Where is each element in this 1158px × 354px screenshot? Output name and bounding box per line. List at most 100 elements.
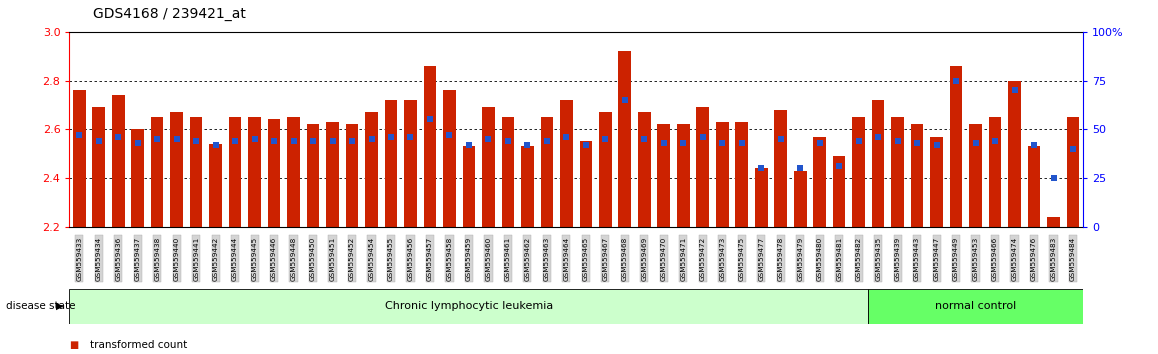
Bar — [69, 289, 868, 324]
Text: GSM559470: GSM559470 — [661, 236, 667, 280]
Bar — [346, 124, 358, 227]
Text: GSM559449: GSM559449 — [953, 236, 959, 280]
Text: transformed count: transformed count — [90, 340, 188, 350]
Bar — [327, 122, 339, 227]
Bar — [190, 117, 203, 227]
Bar — [1047, 217, 1060, 227]
Text: GSM559454: GSM559454 — [368, 236, 374, 280]
Bar — [930, 137, 943, 227]
Text: GSM559465: GSM559465 — [582, 236, 589, 280]
Bar — [852, 117, 865, 227]
Bar — [384, 100, 397, 227]
Text: GSM559441: GSM559441 — [193, 236, 199, 280]
Text: Chronic lymphocytic leukemia: Chronic lymphocytic leukemia — [384, 301, 554, 311]
Bar — [112, 95, 125, 227]
Bar — [868, 289, 1083, 324]
Text: GSM559439: GSM559439 — [895, 236, 901, 280]
Bar — [677, 124, 690, 227]
Bar — [579, 141, 592, 227]
Bar — [307, 124, 320, 227]
Text: GSM559458: GSM559458 — [447, 236, 453, 280]
Text: GSM559461: GSM559461 — [505, 236, 511, 280]
Bar — [989, 117, 1002, 227]
Text: GSM559464: GSM559464 — [563, 236, 570, 280]
Bar — [892, 117, 904, 227]
Bar — [501, 117, 514, 227]
Bar — [794, 171, 806, 227]
Bar — [560, 100, 573, 227]
Bar — [911, 124, 923, 227]
Text: GSM559436: GSM559436 — [115, 236, 122, 280]
Bar — [638, 112, 651, 227]
Bar — [93, 107, 105, 227]
Text: GSM559443: GSM559443 — [914, 236, 921, 280]
Text: GSM559481: GSM559481 — [836, 236, 842, 280]
Bar — [404, 100, 417, 227]
Text: GSM559463: GSM559463 — [544, 236, 550, 280]
Text: GSM559482: GSM559482 — [856, 236, 862, 280]
Bar — [696, 107, 709, 227]
Bar — [599, 112, 611, 227]
Bar — [833, 156, 845, 227]
Bar — [1067, 117, 1079, 227]
Bar — [541, 117, 554, 227]
Bar — [1027, 146, 1040, 227]
Text: GSM559433: GSM559433 — [76, 236, 82, 280]
Text: GSM559467: GSM559467 — [602, 236, 608, 280]
Bar — [735, 122, 748, 227]
Bar — [424, 66, 437, 227]
Bar — [229, 117, 241, 227]
Text: GSM559451: GSM559451 — [330, 236, 336, 280]
Text: GSM559476: GSM559476 — [1031, 236, 1038, 280]
Text: normal control: normal control — [935, 301, 1017, 311]
Text: GSM559452: GSM559452 — [349, 236, 356, 280]
Text: GSM559434: GSM559434 — [96, 236, 102, 280]
Bar — [444, 90, 456, 227]
Text: GSM559479: GSM559479 — [797, 236, 804, 280]
Text: GSM559438: GSM559438 — [154, 236, 160, 280]
Text: GSM559472: GSM559472 — [699, 236, 705, 280]
Text: GSM559477: GSM559477 — [758, 236, 764, 280]
Text: disease state: disease state — [6, 301, 75, 311]
Text: ▶: ▶ — [56, 301, 63, 311]
Text: GSM559444: GSM559444 — [232, 236, 239, 280]
Bar — [716, 122, 728, 227]
Bar — [521, 146, 534, 227]
Text: GSM559437: GSM559437 — [134, 236, 140, 280]
Bar — [618, 51, 631, 227]
Text: GSM559466: GSM559466 — [992, 236, 998, 280]
Bar — [775, 110, 787, 227]
Bar — [131, 129, 144, 227]
Bar — [267, 120, 280, 227]
Text: GSM559462: GSM559462 — [525, 236, 530, 280]
Text: GSM559459: GSM559459 — [466, 236, 472, 280]
Bar — [73, 90, 86, 227]
Bar — [755, 168, 768, 227]
Text: ■: ■ — [69, 340, 79, 350]
Bar — [969, 124, 982, 227]
Text: GSM559447: GSM559447 — [933, 236, 939, 280]
Text: GSM559446: GSM559446 — [271, 236, 277, 280]
Text: GSM559442: GSM559442 — [213, 236, 219, 280]
Text: GSM559474: GSM559474 — [1012, 236, 1018, 280]
Text: GSM559435: GSM559435 — [875, 236, 881, 280]
Text: GSM559460: GSM559460 — [485, 236, 491, 280]
Text: GSM559445: GSM559445 — [251, 236, 257, 280]
Text: GSM559469: GSM559469 — [642, 236, 647, 280]
Bar — [482, 107, 494, 227]
Bar — [248, 117, 261, 227]
Text: GSM559440: GSM559440 — [174, 236, 179, 280]
Text: GSM559455: GSM559455 — [388, 236, 394, 280]
Text: GSM559450: GSM559450 — [310, 236, 316, 280]
Text: GSM559473: GSM559473 — [719, 236, 725, 280]
Text: GSM559456: GSM559456 — [408, 236, 413, 280]
Bar — [170, 112, 183, 227]
Text: GSM559448: GSM559448 — [291, 236, 296, 280]
Bar — [151, 117, 163, 227]
Text: GSM559453: GSM559453 — [973, 236, 979, 280]
Bar — [287, 117, 300, 227]
Bar — [210, 144, 222, 227]
Text: GSM559457: GSM559457 — [427, 236, 433, 280]
Bar — [813, 137, 826, 227]
Bar — [1009, 81, 1021, 227]
